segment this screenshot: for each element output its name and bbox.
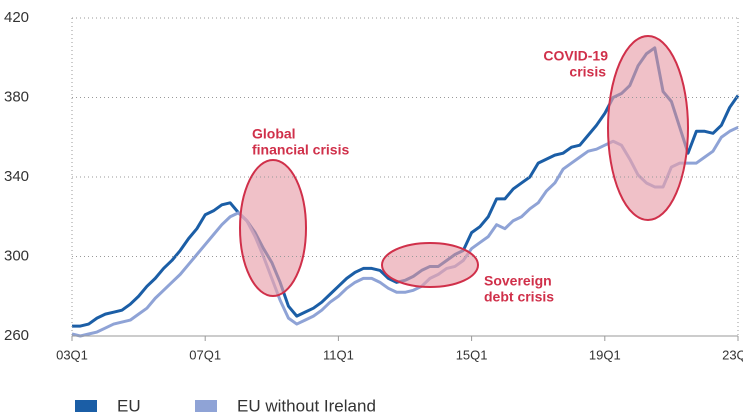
- x-tick-label: 19Q1: [589, 347, 621, 362]
- legend-label: EU: [117, 396, 141, 415]
- annotation: COVID-19: [543, 48, 608, 64]
- y-tick-label: 340: [4, 168, 29, 185]
- legend-swatch: [195, 400, 217, 412]
- crisis-ellipse: [381, 242, 479, 288]
- x-tick-label: 15Q1: [456, 347, 488, 362]
- y-tick-label: 300: [4, 247, 29, 264]
- annotation: financial crisis: [252, 142, 349, 158]
- x-tick-label: 03Q1: [56, 347, 88, 362]
- legend-label: EU without Ireland: [237, 396, 376, 415]
- y-tick-label: 260: [4, 327, 29, 344]
- y-tick-label: 380: [4, 88, 29, 105]
- annotation: Sovereign: [484, 273, 552, 289]
- x-tick-label: 07Q1: [189, 347, 221, 362]
- annotation: debt crisis: [484, 289, 554, 305]
- annotation: crisis: [569, 64, 606, 80]
- y-tick-label: 420: [4, 9, 29, 26]
- crisis-ellipse: [239, 159, 307, 297]
- crisis-ellipse: [607, 35, 689, 221]
- x-tick-label: 11Q1: [323, 347, 354, 362]
- legend-swatch: [75, 400, 97, 412]
- annotation: Global: [252, 126, 296, 142]
- x-tick-label: 23Q1: [722, 347, 743, 362]
